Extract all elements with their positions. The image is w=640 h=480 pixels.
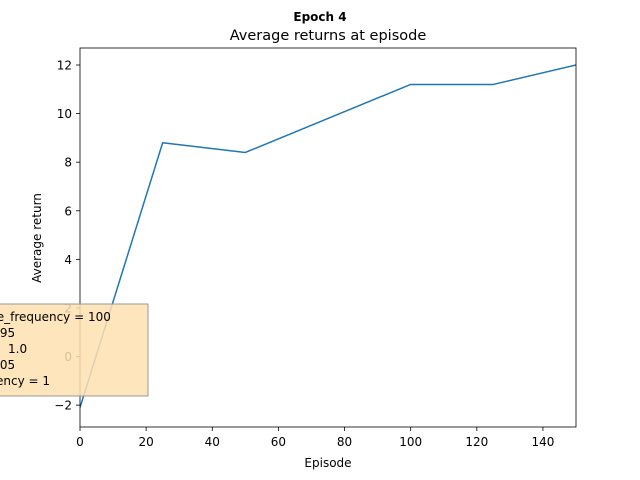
y-tick-label: −2 — [54, 399, 72, 413]
chart-suptitle: Epoch 4 — [293, 10, 346, 24]
series-line — [80, 64, 576, 408]
x-tick-label: 100 — [399, 435, 422, 449]
x-tick-label: 0 — [76, 435, 84, 449]
x-tick-label: 120 — [465, 435, 488, 449]
x-axis-label: Episode — [304, 456, 351, 470]
annotation-background — [0, 303, 149, 397]
x-tick-label: 140 — [531, 435, 554, 449]
y-tick-label: 6 — [64, 204, 72, 218]
y-axis-label: Average return — [30, 193, 44, 283]
y-tick-label: 10 — [57, 107, 72, 121]
x-tick-label: 20 — [138, 435, 153, 449]
annotation-line-5: ency = 1 — [0, 374, 50, 388]
annotation-line-3: 1.0 — [8, 342, 27, 356]
y-tick-label: 8 — [64, 156, 72, 170]
x-tick-label: 60 — [271, 435, 286, 449]
y-tick-label: 4 — [64, 253, 72, 267]
y-tick-label: 12 — [57, 59, 72, 73]
chart-title: Average returns at episode — [230, 28, 427, 44]
annotation-box: te_frequency = 100 .95 1.0 .05 ency = 1 — [0, 303, 149, 397]
plot-frame — [79, 47, 577, 428]
x-tick-label: 40 — [205, 435, 220, 449]
annotation-line-2: .95 — [0, 326, 15, 340]
x-axis-ticks: 0 20 40 60 80 100 120 140 — [76, 427, 554, 449]
series-group — [80, 64, 576, 408]
plot-area — [79, 47, 577, 428]
annotation-line-1: te_frequency = 100 — [0, 310, 111, 324]
annotation-line-4: .05 — [0, 358, 15, 372]
x-tick-label: 80 — [337, 435, 352, 449]
